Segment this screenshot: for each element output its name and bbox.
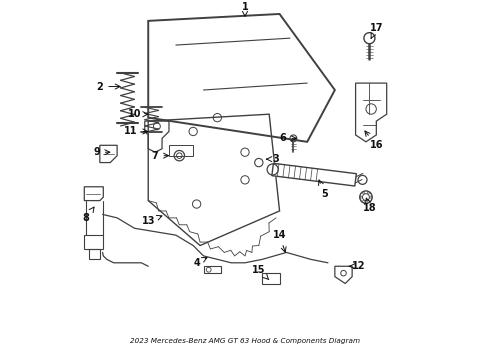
- Text: 15: 15: [252, 265, 269, 280]
- Text: 3: 3: [267, 154, 279, 164]
- Text: 12: 12: [349, 261, 366, 271]
- Polygon shape: [272, 163, 356, 186]
- Text: 14: 14: [273, 230, 286, 252]
- Text: 2023 Mercedes-Benz AMG GT 63 Hood & Components Diagram: 2023 Mercedes-Benz AMG GT 63 Hood & Comp…: [130, 338, 360, 344]
- Text: 13: 13: [142, 215, 162, 226]
- Text: 5: 5: [318, 180, 328, 199]
- Text: 17: 17: [369, 23, 383, 39]
- Text: 4: 4: [193, 258, 207, 268]
- Text: 2: 2: [97, 82, 120, 91]
- Text: 6: 6: [280, 134, 296, 143]
- Text: 9: 9: [93, 147, 110, 157]
- Text: 11: 11: [124, 126, 148, 136]
- Text: 16: 16: [365, 131, 383, 150]
- Text: 1: 1: [242, 2, 248, 16]
- Text: 10: 10: [128, 109, 148, 119]
- Text: 7: 7: [152, 151, 169, 161]
- Text: 8: 8: [83, 207, 94, 223]
- Text: 18: 18: [363, 198, 376, 212]
